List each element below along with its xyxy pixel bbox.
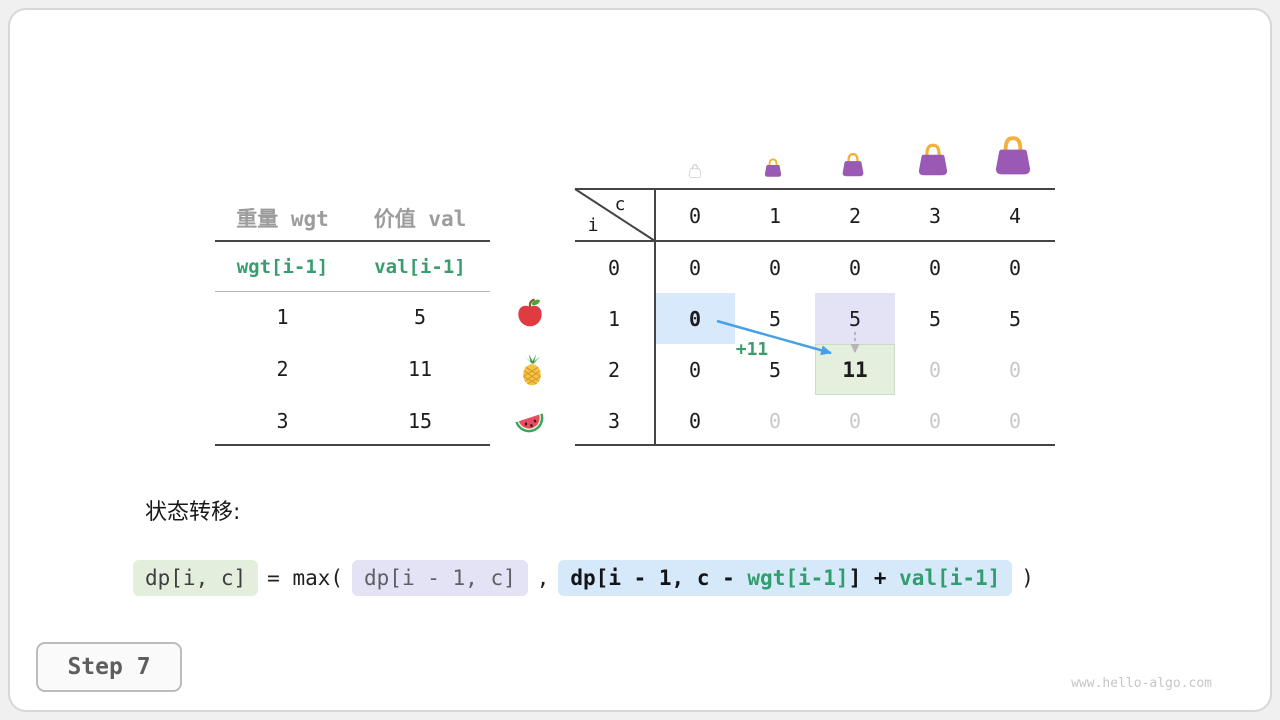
item-3-weight: 3 [276, 409, 289, 433]
formula-lhs-chip: dp[i, c] [133, 560, 259, 596]
add-value-label: +11 [735, 339, 769, 360]
item-1-value: 5 [413, 305, 427, 329]
dp-cell-r0-c3: 0 [928, 255, 942, 280]
dp-cell-r2-c1: 5 [768, 357, 782, 382]
dp-cell-r2-c0: 0 [688, 357, 702, 382]
transition-formula: dp[i, c] = max( dp[i - 1, c] , dp[i - 1,… [133, 560, 1034, 596]
dp-cell-r0-c4: 0 [1008, 255, 1022, 280]
transition-caption: 状态转移: [145, 500, 241, 525]
dp-corner-col-var: c [614, 193, 626, 215]
dp-cell-r3-c1: 0 [768, 408, 782, 433]
dp-cell-r2-c2: 11 [815, 344, 895, 395]
dp-top-rule [575, 188, 1055, 190]
item-1-weight: 1 [276, 305, 289, 329]
dp-col-header-1: 1 [768, 204, 782, 228]
items-formula-row: wgt[i-1] val[i-1] [215, 242, 490, 291]
items-col-header-value: 价值 val [373, 206, 467, 231]
items-header-row: 重量 wgt 价值 val [215, 195, 490, 240]
watermark: www.hello-algo.com [1071, 676, 1212, 691]
dp-cell-r3-c0: 0 [688, 408, 702, 433]
items-formula-wgt: wgt[i-1] [236, 255, 329, 278]
formula-option2-chip: dp[i - 1, c - wgt[i-1]] + val[i-1] [558, 560, 1013, 596]
dp-cell-r1-c1: 5 [768, 306, 782, 331]
item-row-1: 1 5 [215, 291, 490, 343]
dp-col-header-0: 0 [688, 204, 702, 228]
item-row-3: 3 15 [215, 395, 490, 447]
dp-cell-r2-c3: 0 [928, 357, 942, 382]
bag-icon-capacity-4 [990, 133, 1036, 179]
dp-cell-r1-c0: 0 [655, 293, 735, 344]
step-badge: Step 7 [36, 642, 182, 692]
apple-icon [513, 296, 547, 330]
formula-operator: = max( [267, 566, 344, 590]
dp-cell-r0-c0: 0 [688, 255, 702, 280]
dp-row-header-2: 2 [607, 357, 621, 382]
items-table-mid-rule [215, 291, 490, 292]
bag-icon-capacity-1 [762, 157, 784, 179]
bag-icon-capacity-2 [839, 151, 867, 179]
dp-row-header-3: 3 [607, 408, 621, 433]
item-2-value: 11 [407, 357, 433, 381]
dp-cell-r1-c4: 5 [1008, 306, 1022, 331]
dp-cell-r1-c2: 5 [815, 293, 895, 344]
items-table-header-rule [215, 240, 490, 242]
dp-cell-r0-c2: 0 [848, 255, 862, 280]
dp-cell-r1-c3: 5 [928, 306, 942, 331]
dp-cell-r3-c4: 0 [1008, 408, 1022, 433]
formula-option2-mid: ] + [848, 566, 900, 590]
item-2-weight: 2 [276, 357, 289, 381]
items-col-header-weight: 重量 wgt [236, 206, 329, 231]
dp-vertical-rule [654, 188, 656, 446]
dp-table: c i 0 1 2 3 4 0 1 2 3 0 0 0 0 0 0 5 5 5 5 0 5 11 0 0 0 0 0 0 0 [575, 188, 1055, 446]
item-row-2: 2 11 [215, 343, 490, 395]
dp-header-rule [575, 240, 1055, 242]
dp-cell-r2-c4: 0 [1008, 357, 1022, 382]
formula-option2-val: val[i-1] [899, 566, 1001, 590]
items-table: 重量 wgt 价值 val wgt[i-1] val[i-1] 1 5 2 11… [215, 195, 490, 446]
formula-option2-prefix: dp[i - 1, c - [570, 566, 748, 590]
dp-col-header-3: 3 [928, 204, 942, 228]
bag-icon-capacity-3 [914, 141, 952, 179]
empty-bag-icon [687, 163, 703, 179]
items-formula-val: val[i-1] [374, 255, 466, 278]
dp-corner-row-var: i [587, 214, 599, 236]
dp-cell-r3-c3: 0 [928, 408, 942, 433]
dp-row-header-1: 1 [607, 306, 621, 331]
item-3-value: 15 [407, 409, 433, 433]
formula-closing-paren: ) [1021, 566, 1034, 590]
dp-col-header-4: 4 [1008, 204, 1022, 228]
dp-cell-r0-c1: 0 [768, 255, 782, 280]
dp-col-header-2: 2 [848, 204, 862, 228]
dp-bottom-rule [575, 444, 1055, 446]
formula-option1-chip: dp[i - 1, c] [352, 560, 528, 596]
dp-row-header-0: 0 [607, 255, 621, 280]
items-table-bottom-rule [215, 444, 490, 446]
watermelon-icon [513, 404, 547, 438]
formula-option2-wgt: wgt[i-1] [747, 566, 849, 590]
pineapple-icon [515, 353, 549, 387]
formula-separator: , [536, 566, 550, 590]
dp-cell-r3-c2: 0 [848, 408, 862, 433]
